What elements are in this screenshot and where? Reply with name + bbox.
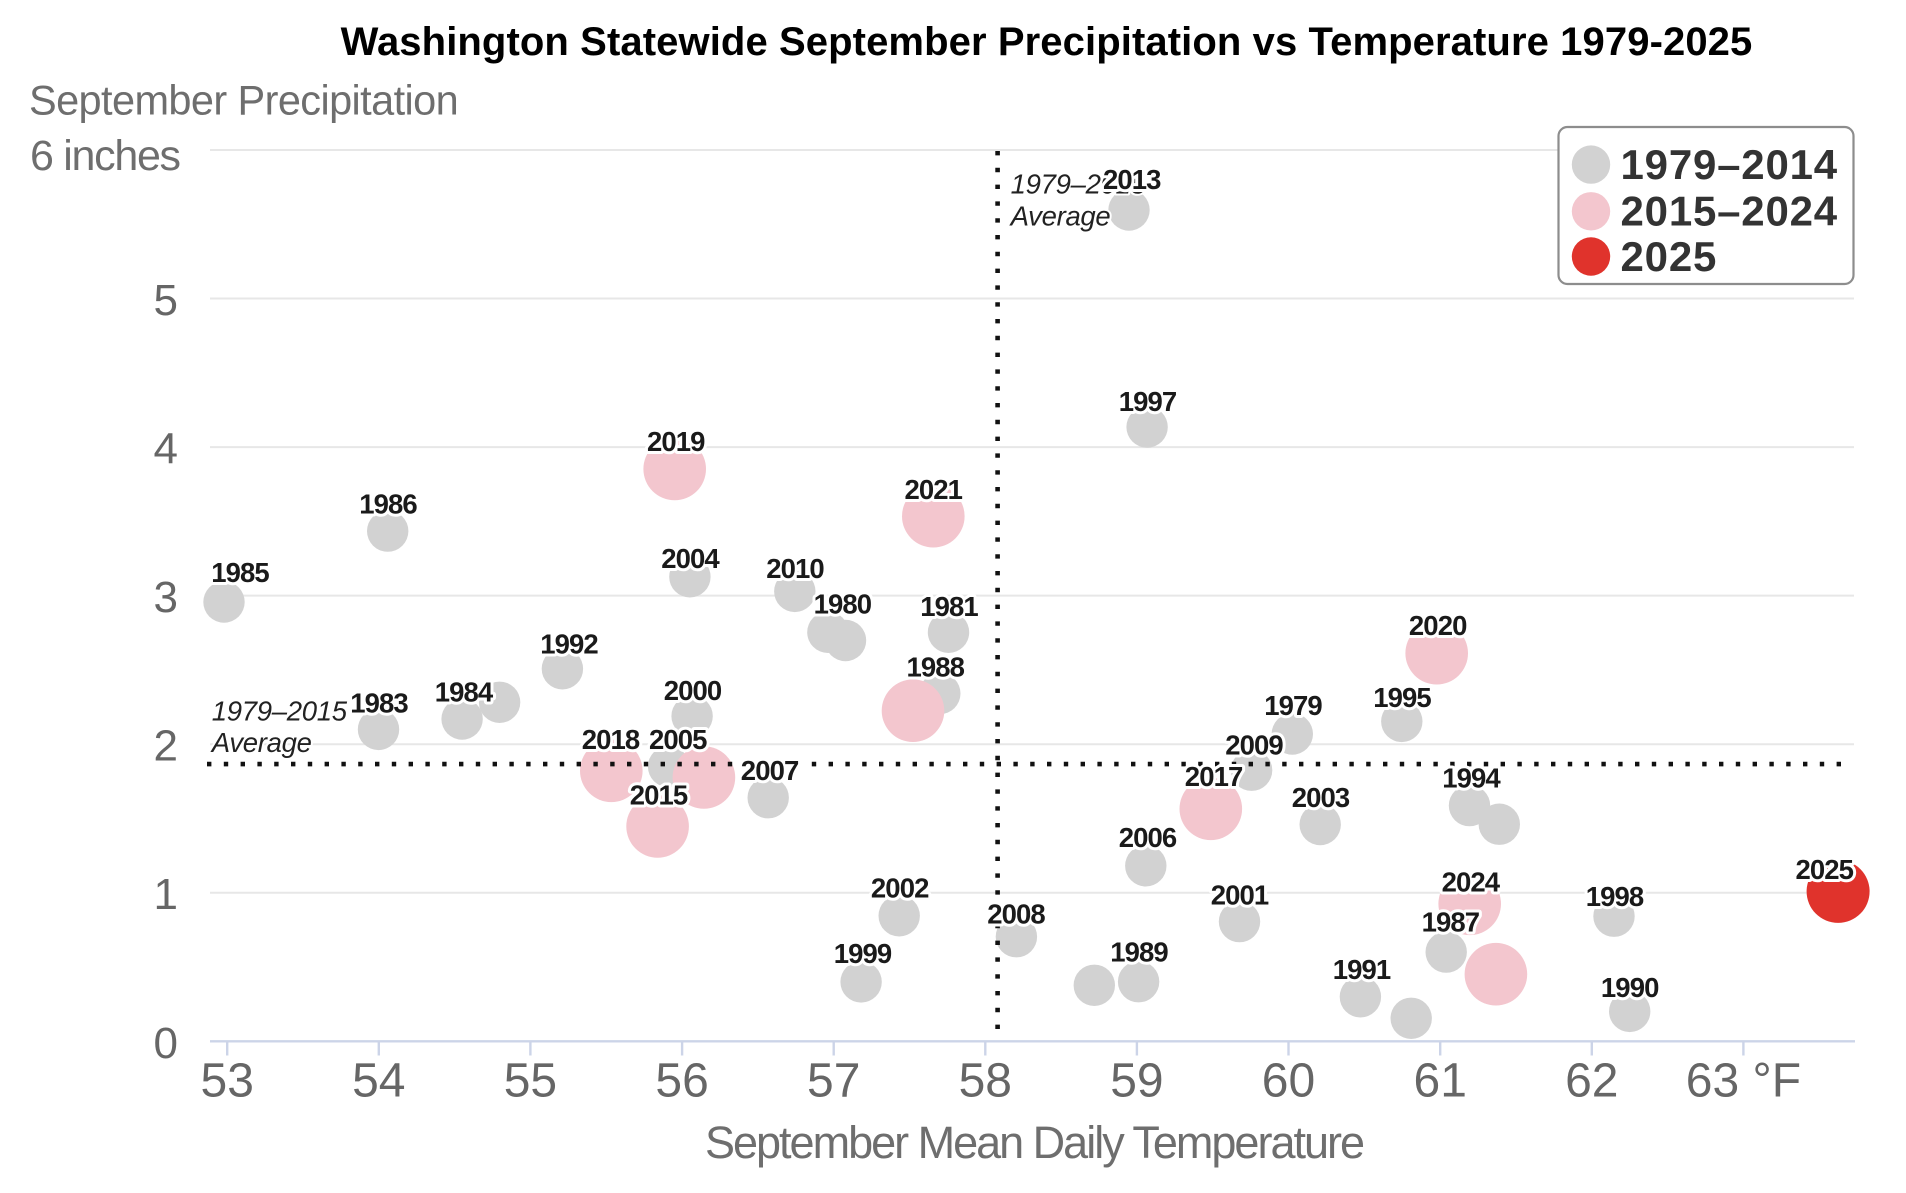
svg-text:2009: 2009: [1225, 729, 1283, 760]
svg-text:1979–2015: 1979–2015: [212, 695, 348, 726]
svg-text:56: 56: [655, 1055, 708, 1108]
svg-text:1994: 1994: [1442, 762, 1501, 793]
svg-text:4: 4: [154, 425, 178, 474]
svg-text:Average: Average: [1009, 201, 1111, 232]
svg-text:2017: 2017: [1185, 761, 1243, 792]
svg-text:2025: 2025: [1621, 233, 1718, 280]
svg-text:5: 5: [154, 276, 178, 325]
svg-text:1995: 1995: [1373, 682, 1431, 713]
svg-text:62: 62: [1565, 1055, 1618, 1108]
svg-text:1988: 1988: [907, 651, 965, 682]
svg-text:2021: 2021: [905, 474, 963, 505]
svg-text:2007: 2007: [741, 755, 799, 786]
svg-text:1984: 1984: [435, 676, 494, 707]
svg-text:1983: 1983: [350, 688, 408, 719]
svg-text:Average: Average: [210, 727, 312, 758]
svg-text:1989: 1989: [1110, 937, 1168, 968]
svg-text:2002: 2002: [871, 873, 929, 904]
svg-text:55: 55: [504, 1055, 557, 1108]
svg-text:1: 1: [154, 870, 178, 919]
svg-text:53: 53: [201, 1055, 254, 1108]
svg-text:2006: 2006: [1119, 822, 1177, 853]
svg-text:1998: 1998: [1586, 881, 1644, 912]
svg-text:58: 58: [959, 1055, 1012, 1108]
svg-text:1999: 1999: [834, 938, 892, 969]
svg-text:63 °F: 63 °F: [1686, 1055, 1801, 1108]
svg-text:1979: 1979: [1264, 690, 1322, 721]
svg-text:1979–2015: 1979–2015: [1011, 168, 1147, 199]
svg-text:Washington Statewide September: Washington Statewide September Precipita…: [341, 20, 1753, 64]
svg-text:2015: 2015: [630, 780, 688, 811]
svg-text:1992: 1992: [540, 629, 598, 660]
svg-text:1991: 1991: [1333, 954, 1391, 985]
svg-text:1981: 1981: [920, 591, 978, 622]
svg-text:2003: 2003: [1292, 782, 1350, 813]
svg-text:2018: 2018: [582, 724, 640, 755]
svg-text:2005: 2005: [649, 724, 707, 755]
svg-text:2004: 2004: [661, 543, 720, 574]
svg-text:2008: 2008: [987, 899, 1045, 930]
svg-text:57: 57: [807, 1055, 860, 1108]
svg-text:1979–2014: 1979–2014: [1621, 141, 1838, 188]
svg-text:2019: 2019: [647, 426, 705, 457]
svg-text:2010: 2010: [766, 553, 824, 584]
svg-text:1990: 1990: [1601, 972, 1659, 1003]
svg-text:2: 2: [154, 722, 178, 771]
svg-text:61: 61: [1414, 1055, 1467, 1108]
svg-text:1980: 1980: [814, 589, 872, 620]
svg-text:59: 59: [1110, 1055, 1163, 1108]
svg-text:2000: 2000: [664, 675, 722, 706]
svg-text:2020: 2020: [1409, 610, 1467, 641]
svg-text:1987: 1987: [1422, 906, 1480, 937]
svg-text:54: 54: [352, 1055, 405, 1108]
svg-text:September Mean Daily Temperatu: September Mean Daily Temperature: [705, 1117, 1364, 1168]
svg-text:1985: 1985: [211, 557, 269, 588]
svg-text:3: 3: [154, 573, 178, 622]
svg-text:1986: 1986: [359, 489, 417, 520]
svg-text:2024: 2024: [1442, 866, 1501, 897]
svg-text:0: 0: [154, 1019, 178, 1068]
svg-text:2025: 2025: [1796, 854, 1854, 885]
svg-text:1997: 1997: [1119, 386, 1177, 417]
svg-text:2015–2024: 2015–2024: [1621, 188, 1838, 235]
svg-text:2001: 2001: [1211, 879, 1269, 910]
svg-text:2013: 2013: [1103, 164, 1161, 195]
svg-text:September Precipitation: September Precipitation: [29, 77, 458, 124]
svg-text:60: 60: [1262, 1055, 1315, 1108]
svg-text:6 inches: 6 inches: [30, 132, 180, 180]
